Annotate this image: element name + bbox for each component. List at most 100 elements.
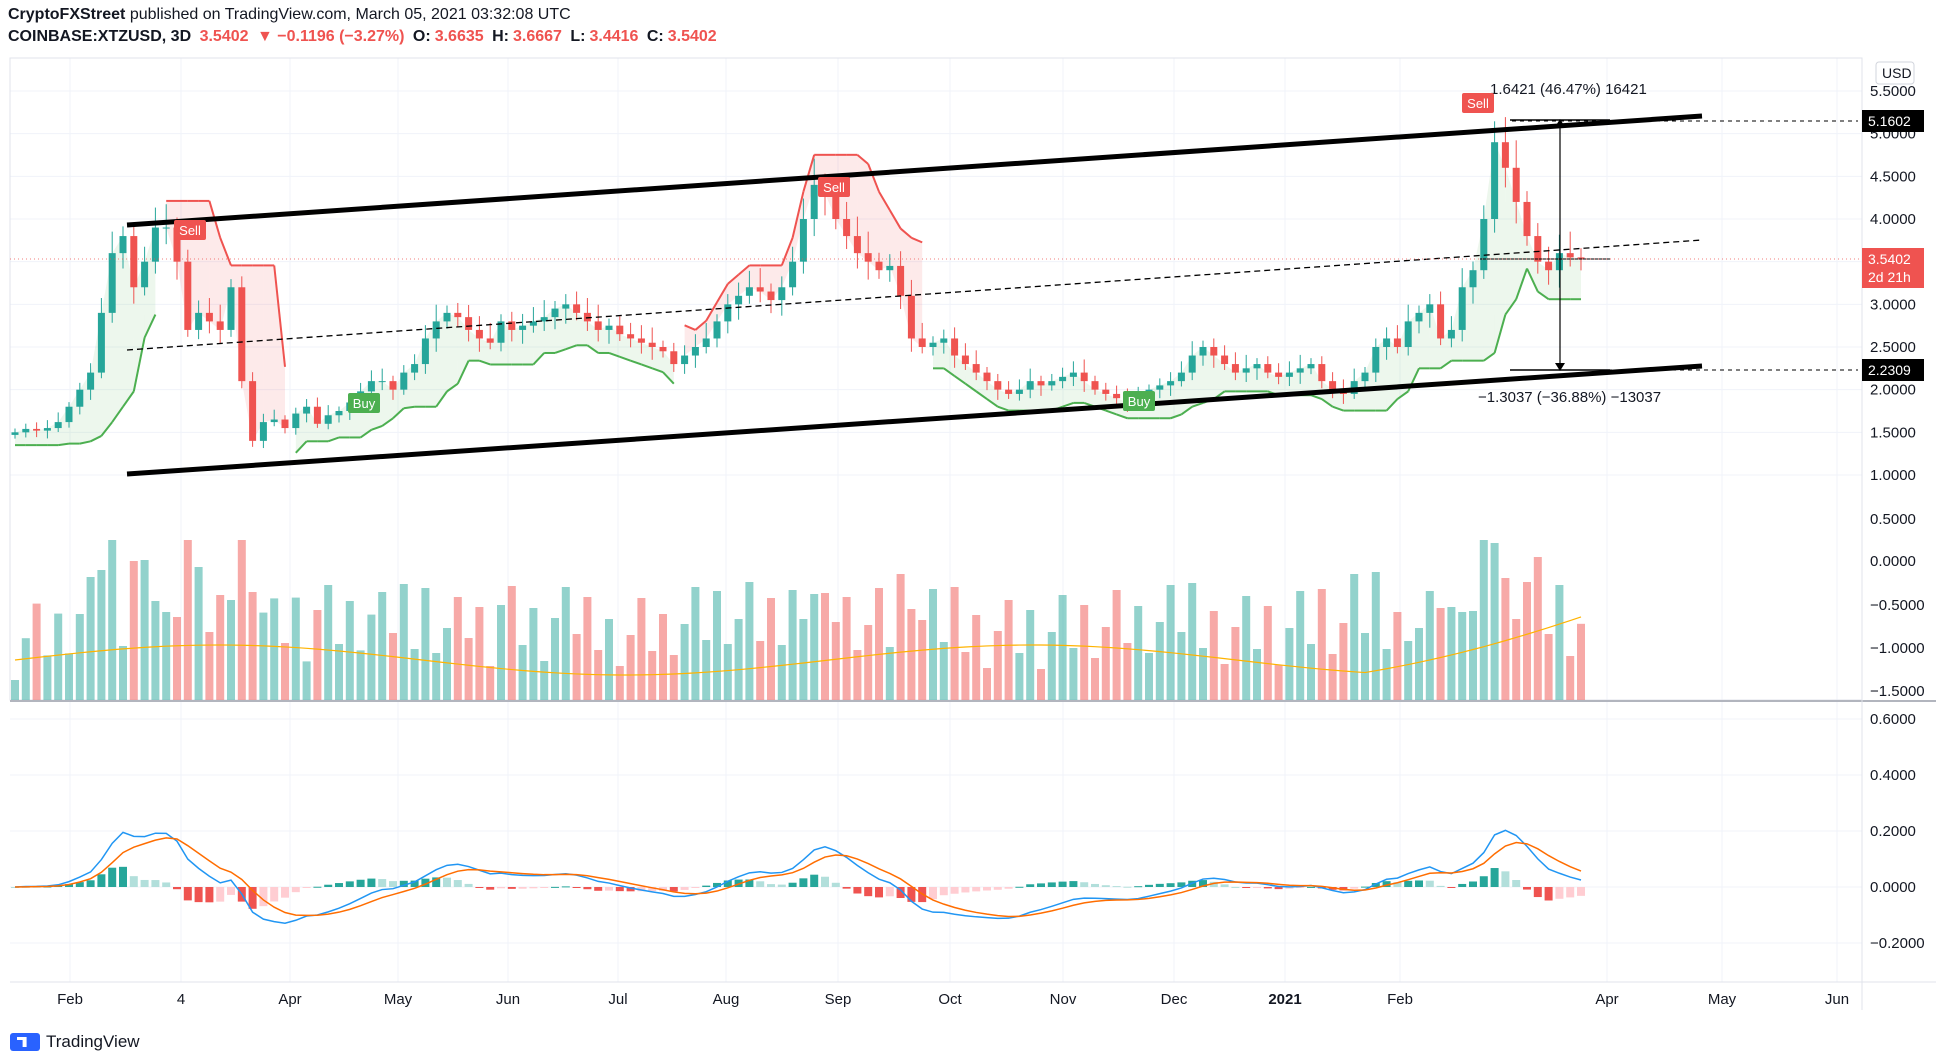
macd-histogram-bar: [799, 878, 808, 887]
volume-bar: [1469, 611, 1477, 700]
macd-histogram-bar: [1512, 879, 1521, 887]
supertrend-line: [856, 154, 869, 165]
macd-histogram-bar: [227, 887, 235, 895]
macd-histogram-bar: [1037, 883, 1045, 887]
time-tick-label: Aug: [713, 991, 740, 1008]
drawings[interactable]: 1.6421 (46.47%) 16421 −1.3037 (−36.88%) −…: [10, 81, 1862, 477]
candle-body: [1415, 312, 1423, 322]
macd-histogram-bar: [1533, 887, 1542, 898]
volume-bar: [335, 644, 343, 700]
supertrend-line: [1526, 268, 1539, 292]
candle-body: [87, 372, 95, 390]
volume-bar: [1091, 658, 1099, 700]
buy-signal: [1123, 391, 1155, 411]
macd-histogram-bar: [1080, 882, 1089, 887]
supertrend-line: [1321, 398, 1334, 408]
supertrend-line: [79, 440, 91, 445]
volume-bar: [875, 588, 883, 700]
volume-bar: [680, 624, 689, 700]
time-tick-label: Apr: [1595, 991, 1618, 1008]
volume-bar: [399, 584, 408, 700]
candle-body: [1026, 381, 1034, 390]
time-tick-label: Oct: [938, 991, 962, 1008]
macd-histogram-bar: [1523, 887, 1531, 890]
macd-histogram-bar: [129, 876, 138, 887]
footer-brand: TradingView: [46, 1032, 140, 1051]
candle-body: [486, 338, 494, 343]
supertrend-fill: [1084, 381, 1095, 407]
supertrend-fill: [209, 200, 221, 330]
candle-body: [454, 312, 462, 318]
volume-bar: [43, 655, 52, 700]
supertrend-line: [1440, 359, 1452, 370]
sell-signal-text: Sell: [1467, 96, 1489, 111]
candle-body: [76, 389, 84, 407]
volume-bar: [86, 577, 95, 700]
candle-body: [1177, 372, 1185, 382]
supertrend-line: [565, 344, 577, 351]
candle-body: [1069, 372, 1077, 377]
supertrend-line: [1191, 401, 1204, 408]
supertrend-line: [1385, 398, 1399, 412]
macd-histogram-bar: [248, 887, 257, 909]
volume-bar: [821, 593, 829, 700]
candle-body: [475, 329, 483, 339]
supertrend-fill: [1278, 372, 1290, 396]
candle-body: [216, 321, 224, 330]
supertrend-line: [435, 390, 448, 408]
supertrend-fill: [997, 389, 1009, 411]
supertrend-line: [791, 191, 805, 239]
volume-bar: [961, 652, 970, 700]
macd-histogram-bar: [691, 887, 700, 888]
candle-body: [551, 308, 559, 318]
macd-histogram-bar: [302, 887, 311, 888]
candle-body: [184, 261, 192, 330]
last-price-label: 3.5402: [1868, 251, 1911, 267]
macd-histogram-bar: [205, 887, 214, 903]
candle-body: [691, 347, 699, 356]
candle-body: [1426, 304, 1434, 313]
volume-bar: [929, 589, 937, 700]
candle-body: [972, 364, 980, 373]
currency-label: USD: [1882, 65, 1912, 81]
volume-bar: [1544, 634, 1553, 700]
volume-bar: [993, 631, 1002, 700]
supertrend-line: [446, 382, 459, 393]
macd-histogram-bar: [151, 880, 160, 887]
supertrend-fill: [879, 191, 890, 271]
supertrend-line: [100, 421, 113, 437]
volume-bar: [421, 588, 430, 700]
volume-bar: [1577, 623, 1585, 700]
volume-bar: [1436, 608, 1445, 700]
candle-body: [195, 312, 203, 330]
candle-body: [799, 219, 807, 262]
macd-histogram-bar: [885, 887, 894, 897]
candle-body: [411, 364, 419, 373]
volume-ma-line: [14, 616, 1582, 676]
macd-histogram-bar: [1436, 885, 1445, 887]
volume-bar: [1296, 591, 1305, 700]
candle-body: [1091, 381, 1099, 390]
candle-body: [648, 342, 656, 347]
macd-histogram-bar: [939, 887, 948, 896]
candle-body: [227, 287, 235, 330]
candle-body: [670, 351, 678, 365]
volume-bar: [237, 540, 246, 700]
supertrend-line: [1062, 401, 1074, 408]
sell-signal-text: Sell: [179, 223, 201, 238]
volume-bar: [32, 603, 41, 700]
volume-bar: [583, 597, 592, 700]
supertrend-fill: [641, 342, 653, 369]
supertrend-fill: [36, 428, 48, 446]
macd-histogram-bar: [97, 874, 106, 887]
supertrend-line: [90, 435, 102, 443]
supertrend-fill: [565, 304, 577, 350]
supertrend-fill: [533, 317, 545, 365]
candle-body: [702, 338, 710, 347]
price-tick-label: 5.5000: [1870, 83, 1916, 100]
price-tick-label: 4.0000: [1870, 211, 1916, 228]
volume-bar: [1415, 628, 1423, 700]
macd-tick-label: 0.6000: [1870, 711, 1916, 728]
macd-histogram-bar: [1555, 887, 1564, 899]
